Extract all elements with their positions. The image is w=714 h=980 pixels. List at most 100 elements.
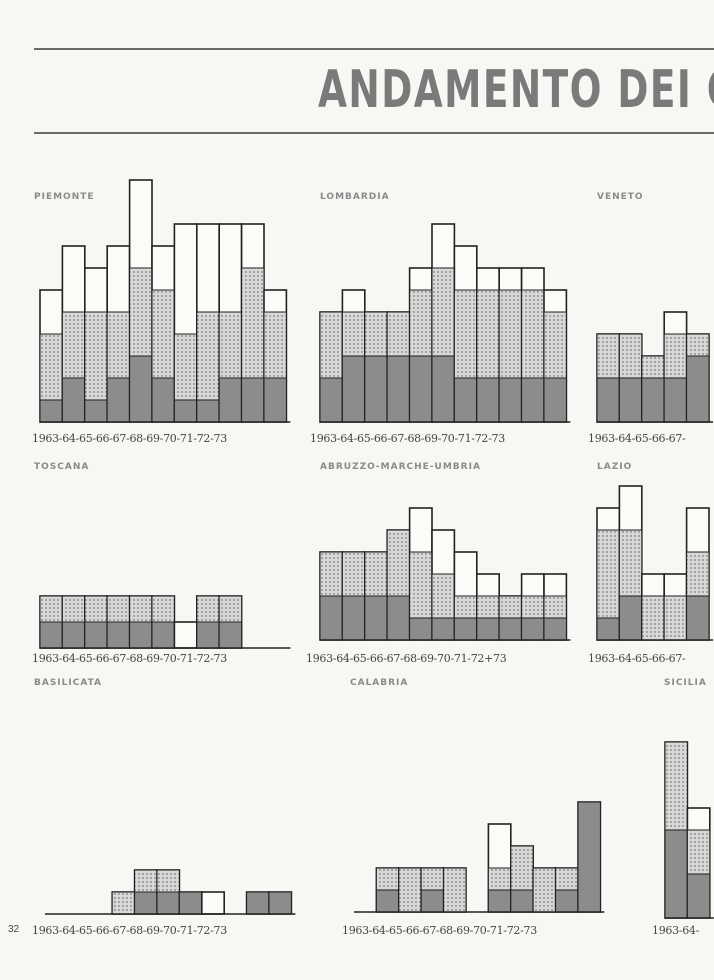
bar-dotted-66 — [111, 891, 136, 915]
bar-dark-66 — [663, 377, 688, 423]
bar-dark-64 — [61, 377, 86, 423]
bar-dark-66 — [386, 355, 411, 423]
bar-dark-73 — [543, 617, 567, 641]
bar-dark-73 — [543, 377, 567, 423]
bar-dark-67 — [686, 355, 710, 423]
bar-dark-1963 — [319, 377, 343, 423]
bar-total-70 — [201, 891, 226, 915]
axis-label-abruzzo-marche-umbria: 1963-64-65-66-67-68-69-70-71-72+73 — [306, 652, 507, 665]
bar-dotted-71 — [532, 867, 557, 913]
bar-dark-67 — [129, 621, 153, 649]
bar-dark-72 — [241, 377, 265, 423]
bar-dark-68 — [431, 617, 455, 641]
chart-piemonte — [39, 179, 291, 423]
bar-dark-72 — [521, 617, 545, 641]
bar-dark-65 — [84, 621, 108, 649]
bar-dark-68 — [156, 891, 180, 915]
chart-abruzzo-marche-umbria — [319, 507, 571, 641]
bar-dark-72 — [521, 377, 545, 423]
bar-dark-65 — [364, 595, 388, 641]
bar-dark-70 — [196, 621, 220, 649]
region-label-piemonte: PIEMONTE — [34, 192, 95, 202]
bar-dark-64 — [341, 355, 366, 423]
bar-dark-66 — [106, 621, 131, 649]
bar-dark-64 — [61, 621, 86, 649]
bar-dark-73 — [263, 377, 287, 423]
bar-dark-72 — [246, 891, 270, 915]
bar-dark-70 — [476, 377, 500, 423]
bar-dark-69 — [453, 617, 478, 641]
bar-dark-73 — [268, 891, 292, 915]
bar-dark-71 — [498, 377, 523, 423]
bar-dotted-65 — [398, 867, 422, 913]
region-label-calabria: CALABRIA — [350, 678, 409, 688]
bar-dark-68 — [151, 377, 175, 423]
region-label-lombardia: LOMBARDIA — [320, 192, 390, 202]
bar-dark-1963 — [39, 399, 63, 423]
bar-dark-71 — [218, 621, 243, 649]
bar-dark-64 — [686, 873, 711, 919]
region-label-veneto: VENETO — [597, 192, 644, 202]
bar-total-69 — [173, 621, 198, 649]
region-label-lazio: LAZIO — [597, 462, 633, 472]
bar-dark-71 — [498, 617, 523, 641]
bar-dark-66 — [420, 889, 445, 913]
axis-label-toscana: 1963-64-65-66-67-68-69-70-71-72-73 — [32, 652, 227, 665]
bar-dark-70 — [196, 399, 220, 423]
top-rule — [34, 48, 714, 50]
bar-dark-1963 — [596, 377, 620, 423]
axis-label-sicilia: 1963-64- — [652, 924, 700, 937]
bar-dark-67 — [129, 355, 153, 423]
bar-dark-1963 — [664, 829, 688, 919]
bar-dark-69 — [178, 891, 203, 915]
bar-dotted-67 — [443, 867, 467, 913]
bar-dark-72 — [555, 889, 579, 913]
bar-dark-1963 — [319, 595, 343, 641]
region-label-toscana: TOSCANA — [34, 462, 90, 472]
bar-dark-69 — [453, 377, 478, 423]
bar-dark-65 — [364, 355, 388, 423]
chart-lombardia — [319, 223, 571, 423]
bar-dark-64 — [341, 595, 366, 641]
bar-dark-65 — [641, 377, 665, 423]
axis-label-basilicata: 1963-64-65-66-67-68-69-70-71-72-73 — [32, 924, 227, 937]
bar-dark-67 — [686, 595, 710, 641]
bar-dark-1963 — [39, 621, 63, 649]
bar-dark-64 — [618, 377, 643, 423]
chart-lazio — [596, 485, 713, 641]
chart-veneto — [596, 311, 713, 423]
chart-toscana — [39, 595, 291, 649]
bar-dark-71 — [218, 377, 243, 423]
bar-dark-68 — [431, 355, 455, 423]
axis-label-veneto: 1963-64-65-66-67- — [588, 432, 686, 445]
chart-sicilia — [664, 741, 714, 919]
bar-dark-64 — [375, 889, 400, 913]
bar-dark-64 — [618, 595, 643, 641]
axis-label-calabria: 1963-64-65-66-67-68-69-70-71-72-73 — [342, 924, 537, 937]
axis-label-lazio: 1963-64-65-66-67- — [588, 652, 686, 665]
page-title: ANDAMENTO DEI C — [318, 60, 714, 120]
region-label-sicilia: SICILIA — [664, 678, 707, 688]
bar-dotted-65 — [641, 595, 665, 641]
region-label-basilicata: BASILICATA — [34, 678, 103, 688]
bar-dark-67 — [409, 355, 433, 423]
bar-dark-70 — [510, 889, 534, 913]
bar-dark-66 — [386, 595, 411, 641]
bar-dark-70 — [476, 617, 500, 641]
bar-dark-1963 — [596, 617, 620, 641]
bar-dotted-66 — [663, 595, 688, 641]
axis-label-piemonte: 1963-64-65-66-67-68-69-70-71-72-73 — [32, 432, 227, 445]
chart-calabria — [354, 801, 605, 913]
bar-dark-69 — [173, 399, 198, 423]
page-number: 32 — [8, 924, 20, 935]
bar-dark-67 — [409, 617, 433, 641]
bar-dark-69 — [487, 889, 512, 913]
axis-label-lombardia: 1963-64-65-66-67-68-69-70-71-72-73 — [310, 432, 505, 445]
chart-basilicata — [45, 869, 296, 915]
bar-dark-67 — [134, 891, 158, 915]
region-label-abruzzo-marche-umbria: ABRUZZO-MARCHE-UMBRIA — [320, 462, 481, 472]
bar-dark-73 — [577, 801, 601, 913]
bar-dark-66 — [106, 377, 131, 423]
bar-dark-68 — [151, 621, 175, 649]
bar-dark-65 — [84, 399, 108, 423]
